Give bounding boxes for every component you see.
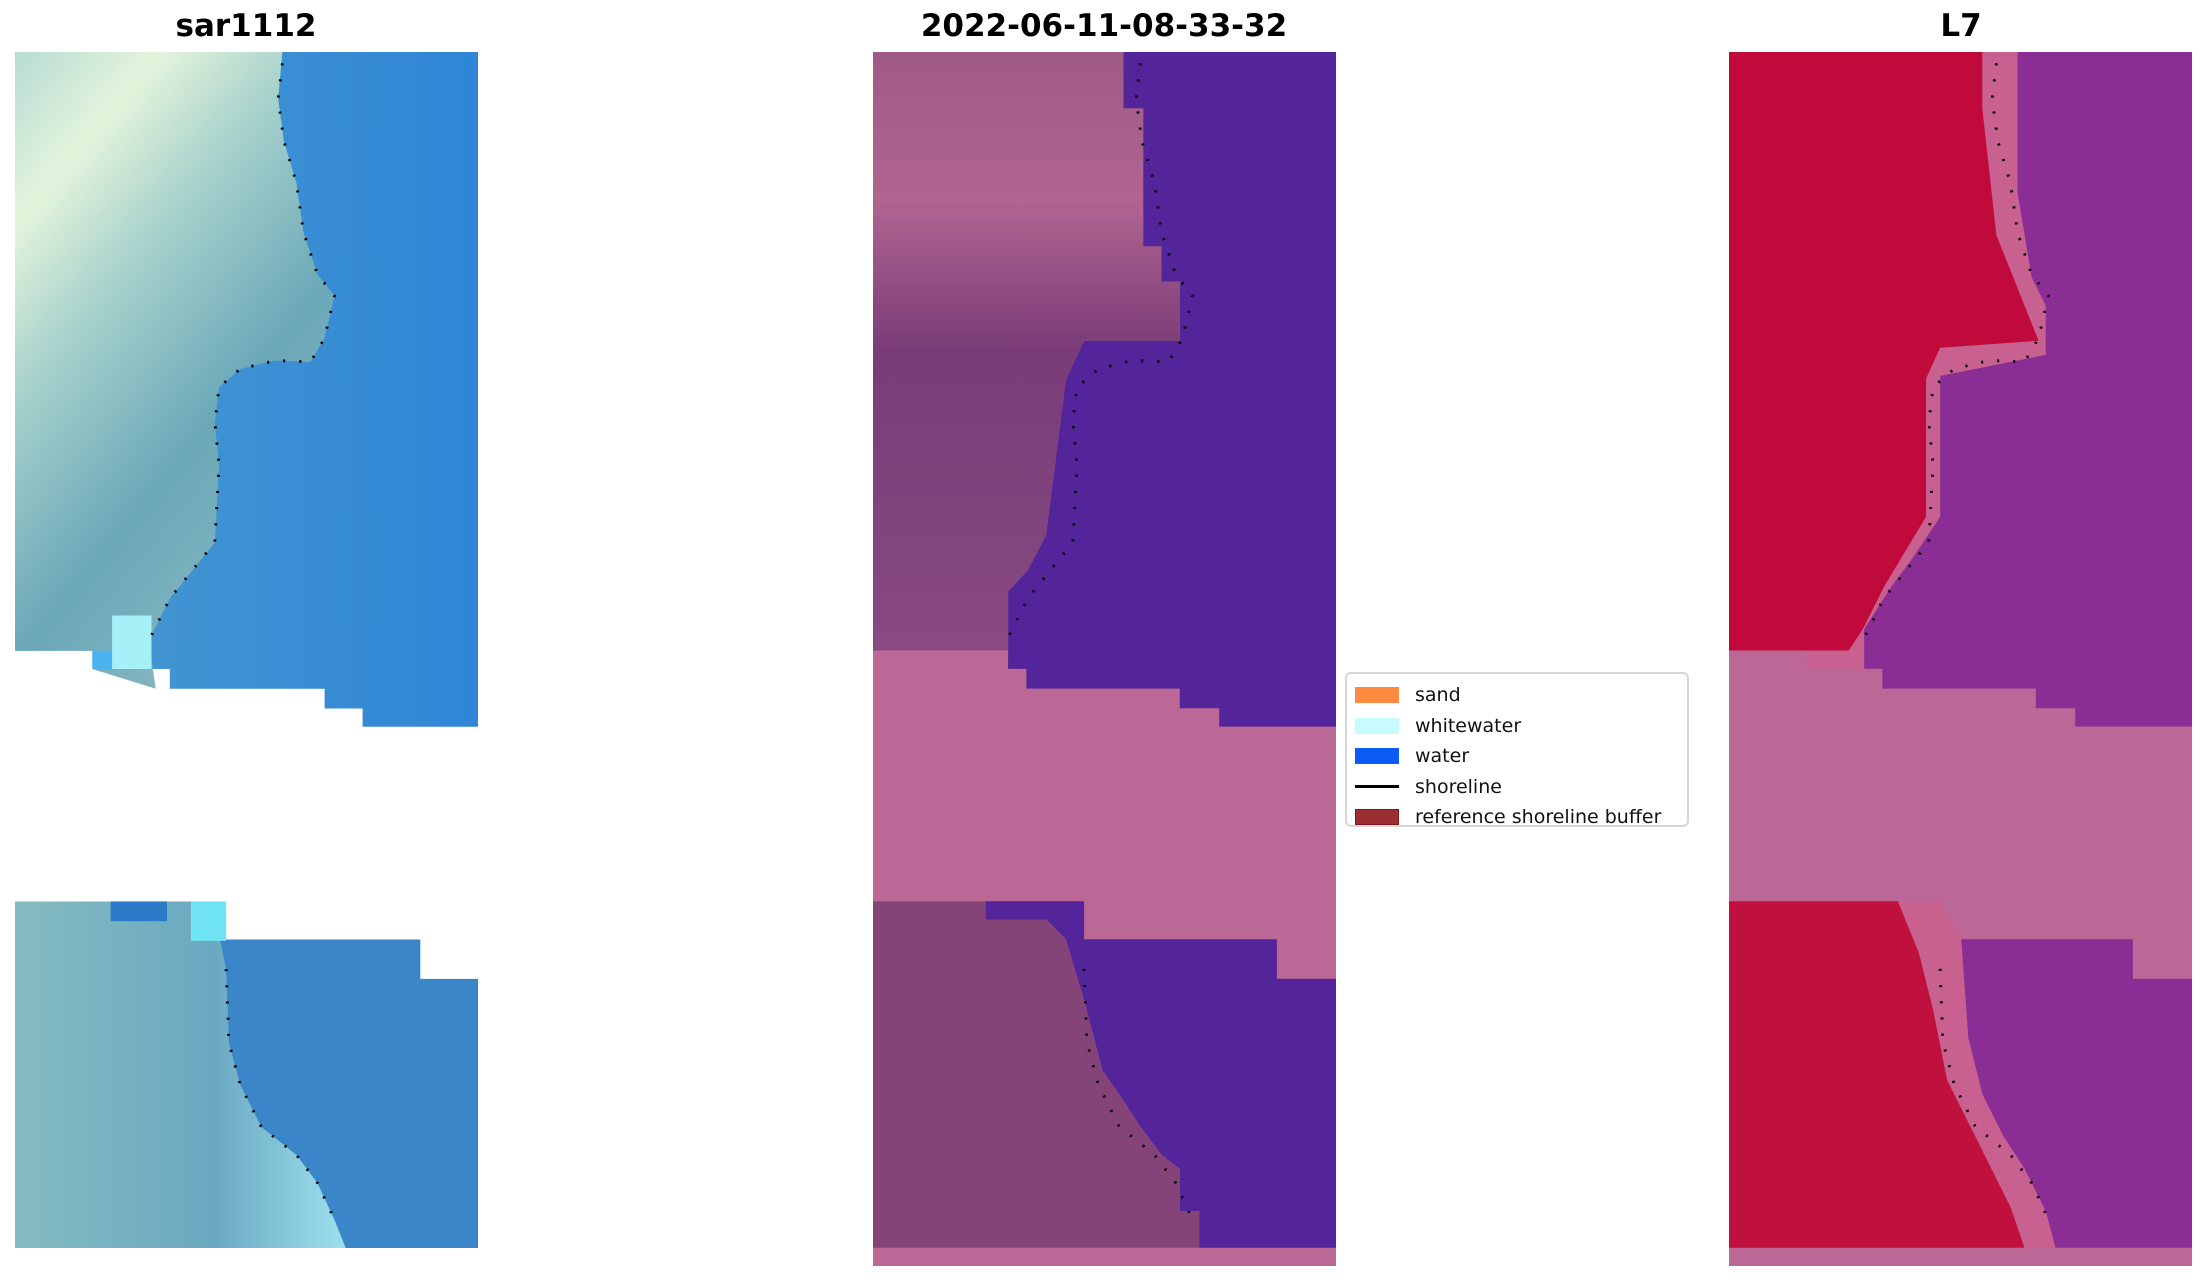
land-class-area	[873, 52, 1180, 651]
shoreline-swatch	[1355, 785, 1399, 789]
land-index-area	[1729, 901, 2025, 1248]
legend-item-whitewater: whitewater	[1355, 711, 1679, 742]
sand-swatch	[1355, 687, 1399, 704]
land-area	[15, 901, 346, 1248]
whitewater-swatch	[1355, 717, 1399, 734]
water-index-area	[1961, 939, 2192, 1248]
legend-label: water	[1415, 745, 1470, 768]
water-patch	[110, 901, 167, 922]
whitewater-patch	[92, 650, 113, 670]
land-class-area	[873, 901, 1200, 1248]
panel-title-index: L7	[1940, 8, 1982, 44]
rgb-image-panel	[15, 52, 478, 1248]
legend-item-buffer: reference shoreline buffer	[1355, 802, 1679, 833]
whitewater-patch	[112, 615, 152, 670]
whitewater-patch	[190, 901, 227, 941]
legend-label: shoreline	[1415, 775, 1502, 798]
shoreline	[224, 969, 336, 1221]
panel-title-classified: 2022-06-11-08-33-32	[920, 8, 1288, 44]
legend-label: sand	[1415, 684, 1461, 707]
legend-item-shoreline: shoreline	[1355, 772, 1679, 803]
buffer-swatch	[1355, 809, 1399, 826]
panel-title-rgb: sar1112	[175, 8, 317, 44]
land-area	[15, 52, 335, 689]
water-swatch	[1355, 748, 1399, 765]
shoreline	[1861, 63, 2050, 642]
shoreline	[1938, 968, 2050, 1221]
classified-image-panel	[873, 52, 1336, 1266]
buffer-area	[1897, 901, 2056, 1248]
legend-item-water: water	[1355, 741, 1679, 772]
legend: sand whitewater water shoreline referenc…	[1345, 672, 1689, 828]
shoreline	[1005, 63, 1194, 642]
legend-label: reference shoreline buffer	[1415, 806, 1662, 829]
land-index-area	[1729, 52, 2039, 651]
index-image-panel	[1729, 52, 2192, 1266]
water-index-area	[1864, 52, 2192, 727]
water-class-area	[985, 901, 1336, 1248]
shoreline	[1082, 968, 1194, 1221]
water-class-area	[1008, 52, 1336, 727]
shoreline	[147, 63, 336, 642]
legend-label: whitewater	[1415, 714, 1522, 737]
legend-item-sand: sand	[1355, 680, 1679, 711]
